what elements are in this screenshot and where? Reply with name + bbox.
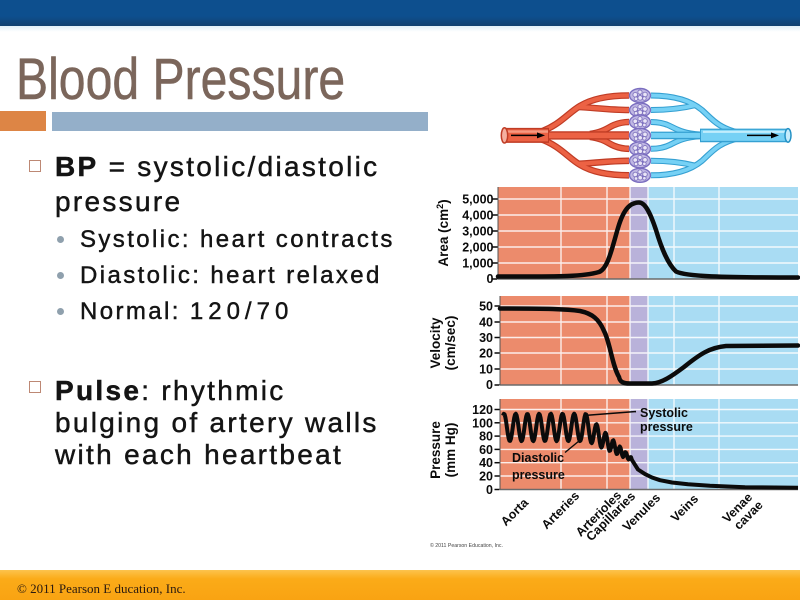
svg-text:0: 0 [486,483,493,497]
svg-text:40: 40 [479,316,493,330]
svg-text:2,000: 2,000 [462,241,493,255]
svg-text:Diastolic: Diastolic [512,451,564,465]
svg-text:4,000: 4,000 [462,209,493,223]
svg-text:3,000: 3,000 [462,225,493,239]
svg-text:0: 0 [487,272,494,286]
svg-text:Aorta: Aorta [498,495,532,529]
svg-text:Pressure(mm Hg): Pressure(mm Hg) [428,421,458,479]
svg-text:pressure: pressure [640,420,693,434]
svg-text:Systolic: Systolic [640,406,688,420]
svg-text:© 2011 Pearson Education, Inc.: © 2011 Pearson Education, Inc. [430,542,503,549]
svg-text:30: 30 [479,331,493,345]
svg-text:20: 20 [479,347,493,361]
svg-text:40: 40 [479,456,493,470]
svg-text:120: 120 [472,403,493,417]
svg-text:60: 60 [479,443,493,457]
svg-text:20: 20 [479,470,493,484]
svg-text:1,000: 1,000 [462,257,493,271]
svg-text:Area (cm2): Area (cm2) [435,199,451,266]
svg-text:0: 0 [486,378,493,392]
svg-text:Velocity(cm/sec): Velocity(cm/sec) [428,316,458,371]
svg-text:Veins: Veins [668,492,701,525]
svg-text:80: 80 [479,430,493,444]
svg-text:5,000: 5,000 [462,193,493,207]
svg-text:100: 100 [472,416,493,430]
svg-text:10: 10 [479,363,493,377]
svg-text:pressure: pressure [512,468,565,482]
svg-text:50: 50 [479,300,493,314]
